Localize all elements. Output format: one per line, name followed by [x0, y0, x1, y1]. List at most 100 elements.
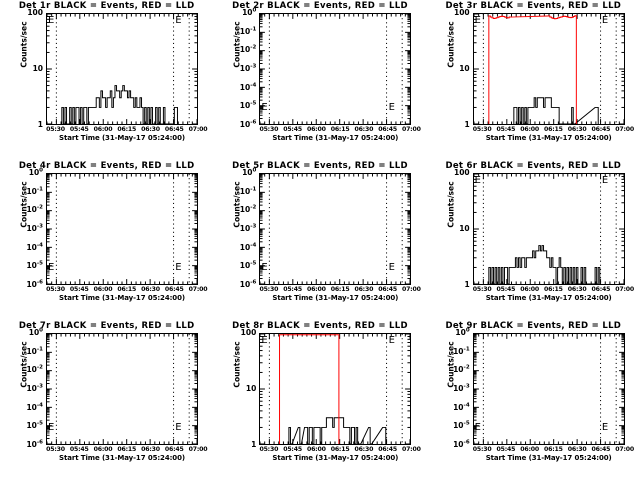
- x-tick-label: 06:30: [141, 286, 160, 293]
- panel-title: Det 4r BLACK = Events, RED = LLD: [18, 161, 195, 171]
- y-tick-label: 10-1: [239, 186, 257, 196]
- x-tick-label: 06:45: [378, 286, 397, 293]
- x-tick-label: 06:00: [520, 286, 540, 293]
- x-axis-label: Start Time (31-May-17 05:24:00): [485, 134, 612, 142]
- x-tick-label: 05:45: [496, 286, 516, 293]
- x-tick-label: 05:30: [46, 446, 65, 453]
- axis-tick-marks: [260, 174, 411, 284]
- plot-frame: [46, 173, 198, 285]
- event-marker-lines: [55, 174, 190, 284]
- y-tick-label: 100: [454, 8, 470, 17]
- y-tick-label: 10-5: [453, 420, 470, 431]
- plot-panel-det9r: Det 9r BLACK = Events, RED = LLD Counts/s…: [427, 320, 640, 480]
- x-tick-label: 06:00: [93, 286, 113, 293]
- event-marker-label-right: E: [388, 102, 395, 113]
- x-tick-label: 06:15: [544, 446, 563, 453]
- x-tick-label: 06:15: [117, 286, 137, 293]
- event-marker-lines: [269, 14, 404, 124]
- y-tick-label: 10-2: [239, 204, 257, 215]
- x-tick-label: 06:45: [378, 446, 397, 453]
- y-axis-ticks: 1 10 100: [213, 329, 257, 448]
- plot-panel-det5r: Det 5r BLACK = Events, RED = LLD Counts/s…: [213, 160, 426, 320]
- x-tick-label: 07:00: [615, 286, 635, 293]
- x-tick-label: 06:45: [591, 286, 611, 293]
- x-tick-label: 05:30: [259, 126, 279, 133]
- x-axis-ticks: 05:30 05:45 06:00 06:15 06:30 06:45 07:00: [473, 446, 634, 456]
- x-tick-label: 06:00: [93, 126, 113, 133]
- y-tick-label: 10-1: [453, 346, 470, 356]
- x-tick-label: 06:30: [567, 446, 587, 453]
- x-tick-label: 06:30: [567, 126, 587, 133]
- x-axis-label: Start Time (31-May-17 05:24:00): [59, 294, 185, 302]
- plot-panel-det1r: Det 1r BLACK = Events, RED = LLD Counts/s…: [0, 0, 213, 160]
- y-axis-ticks: 1 10 100: [427, 169, 470, 288]
- series-lld: [488, 15, 577, 124]
- plot-frame: [46, 13, 198, 125]
- y-tick-label: 10-4: [453, 402, 470, 412]
- x-tick-label: 06:45: [378, 126, 397, 133]
- event-marker-label-left: E: [261, 335, 268, 346]
- x-tick-label: 07:00: [615, 126, 635, 133]
- y-axis-ticks: 1 10 100: [0, 9, 43, 128]
- x-axis-ticks: 05:30 05:45 06:00 06:15 06:30 06:45 07:00: [259, 126, 420, 136]
- x-axis-ticks: 05:30 05:45 06:00 06:15 06:30 06:45 07:00: [259, 446, 420, 456]
- x-axis-ticks: 05:30 05:45 06:00 06:15 06:30 06:45 07:00: [46, 446, 207, 456]
- y-tick-label: 100: [242, 7, 257, 17]
- y-tick-label: 10-5: [26, 420, 43, 431]
- plot-canvas: [47, 334, 197, 444]
- x-tick-label: 06:15: [117, 446, 137, 453]
- y-tick-label: 100: [27, 8, 43, 17]
- y-axis-ticks: 10-6 10-5 10-4 10-3 10-2 10-1 100: [213, 8, 257, 128]
- x-axis-ticks: 05:30 05:45 06:00 06:15 06:30 06:45 07:00: [46, 286, 207, 296]
- series-events: [488, 245, 600, 284]
- y-tick-label: 10-4: [239, 242, 257, 252]
- plot-canvas: [473, 334, 624, 444]
- y-axis-ticks: 1 10 100: [427, 9, 470, 128]
- plot-canvas: [260, 334, 411, 444]
- y-tick-label: 10-3: [26, 223, 43, 233]
- panel-title: Det 1r BLACK = Events, RED = LLD: [18, 1, 195, 11]
- axis-tick-marks: [260, 14, 411, 124]
- y-tick-label: 10-2: [453, 364, 470, 375]
- event-marker-lines: [482, 334, 617, 444]
- x-tick-label: 06:30: [141, 446, 160, 453]
- x-tick-label: 05:30: [259, 286, 279, 293]
- event-marker-lines: [55, 334, 190, 444]
- y-tick-label: 10: [32, 64, 43, 73]
- x-tick-label: 06:15: [330, 126, 350, 133]
- event-marker-label-left: E: [474, 422, 481, 433]
- event-marker-label-left: E: [261, 262, 268, 273]
- x-tick-label: 05:45: [496, 446, 516, 453]
- x-axis-ticks: 05:30 05:45 06:00 06:15 06:30 06:45 07:00: [46, 126, 207, 136]
- event-marker-label-left: E: [474, 15, 481, 26]
- event-marker-label-right: E: [601, 175, 609, 186]
- axis-tick-marks: [473, 334, 624, 444]
- plot-panel-det3r: Det 3r BLACK = Events, RED = LLD Counts/s…: [427, 0, 640, 160]
- x-tick-label: 06:45: [591, 126, 611, 133]
- y-tick-label: 100: [242, 167, 257, 177]
- x-tick-label: 06:00: [520, 126, 540, 133]
- y-tick-label: 10-6: [239, 279, 257, 289]
- x-tick-label: 05:45: [69, 286, 89, 293]
- x-tick-label: 07:00: [401, 286, 421, 293]
- x-tick-label: 05:30: [259, 446, 279, 453]
- x-axis-label: Start Time (31-May-17 05:24:00): [485, 454, 612, 462]
- y-tick-label: 10-3: [453, 383, 470, 393]
- axis-tick-marks: [47, 334, 197, 444]
- y-tick-label: 10-2: [26, 364, 43, 375]
- x-tick-label: 06:00: [306, 126, 326, 133]
- x-tick-label: 06:00: [306, 446, 326, 453]
- y-tick-label: 10-4: [26, 402, 43, 412]
- y-tick-label: 1: [251, 440, 257, 449]
- x-tick-label: 05:45: [69, 446, 89, 453]
- y-tick-label: 100: [240, 328, 257, 337]
- event-marker-lines: [55, 14, 190, 124]
- x-axis-label: Start Time (31-May-17 05:24:00): [272, 134, 399, 142]
- plot-panel-det4r: Det 4r BLACK = Events, RED = LLD Counts/s…: [0, 160, 213, 320]
- x-tick-label: 05:45: [69, 126, 89, 133]
- plot-frame: [472, 333, 625, 445]
- y-axis-ticks: 10-6 10-5 10-4 10-3 10-2 10-1 100: [213, 168, 257, 288]
- event-marker-lines: [269, 174, 404, 284]
- x-tick-label: 06:30: [141, 126, 160, 133]
- panel-title: Det 8r BLACK = Events, RED = LLD: [232, 321, 408, 331]
